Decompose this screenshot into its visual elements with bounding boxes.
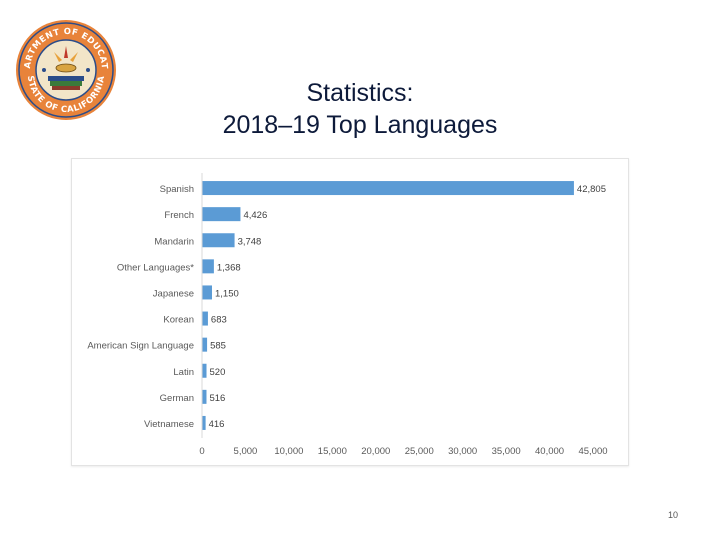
x-tick-label: 45,000: [578, 446, 607, 457]
category-label: French: [164, 210, 194, 221]
bar-chart: Spanish 42,805 French 4,426 Mandarin 3,748 Oth…: [87, 173, 608, 457]
bar: [202, 337, 208, 352]
data-label: 4,426: [243, 210, 267, 221]
data-label: 3,748: [238, 236, 262, 247]
data-label: 1,150: [215, 288, 239, 299]
data-label: 516: [209, 393, 225, 404]
x-tick-label: 5,000: [234, 446, 258, 457]
data-label: 683: [211, 315, 227, 326]
bar: [202, 207, 241, 222]
page-number: 10: [667, 510, 678, 520]
x-tick-label: 0: [199, 446, 204, 457]
california-department-of-education-seal: DEPARTMENT OF EDUCATION STATE OF CALIFOR…: [10, 11, 118, 122]
x-tick-label: 15,000: [318, 446, 347, 457]
chart-panel: Spanish 42,805 French 4,426 Mandarin 3,748 Oth…: [71, 158, 629, 466]
data-label: 1,368: [217, 262, 241, 273]
x-tick-label: 20,000: [361, 446, 390, 457]
data-label: 42,805: [577, 184, 606, 195]
data-label: 585: [210, 341, 226, 352]
category-label: Spanish: [160, 184, 194, 195]
x-tick-label: 25,000: [405, 446, 434, 457]
bar: [202, 415, 206, 430]
category-label: Mandarin: [154, 236, 194, 247]
category-label: Other Languages*: [117, 262, 194, 273]
bar: [202, 181, 574, 196]
x-tick-label: 30,000: [448, 446, 477, 457]
category-label: Vietnamese: [144, 419, 194, 430]
bar: [202, 285, 212, 300]
data-label: 520: [210, 367, 226, 378]
category-label: Japanese: [153, 288, 194, 299]
seal-graphic: DEPARTMENT OF EDUCATION STATE OF CALIFOR…: [10, 11, 116, 120]
bar: [202, 259, 214, 274]
category-label: German: [160, 393, 194, 404]
x-tick-label: 10,000: [274, 446, 303, 457]
seal-emblem: [42, 46, 90, 90]
x-tick-label: 35,000: [492, 446, 521, 457]
bar: [202, 311, 208, 326]
data-label: 416: [209, 419, 225, 430]
x-tick-label: 40,000: [535, 446, 564, 457]
bar: [202, 363, 207, 378]
category-label: Korean: [163, 315, 194, 326]
slide-title-line-1: Statistics:: [306, 79, 414, 107]
slide-title-line-2: 2018–19 Top Languages: [222, 111, 498, 139]
bar: [202, 389, 207, 404]
category-label: Latin: [173, 367, 194, 378]
category-label: American Sign Language: [87, 341, 194, 352]
bar: [202, 233, 235, 248]
